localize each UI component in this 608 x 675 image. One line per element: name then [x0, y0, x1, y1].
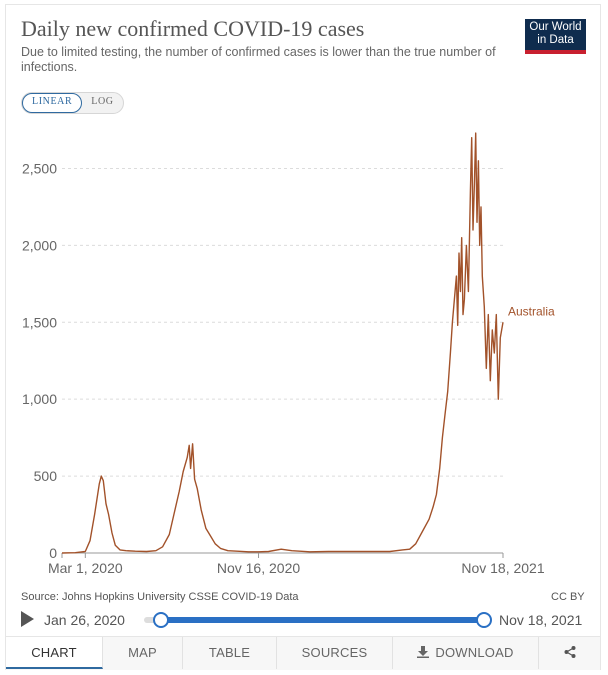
- chart-subtitle: Due to limited testing, the number of co…: [21, 45, 496, 74]
- timeline-end-handle[interactable]: [476, 612, 492, 628]
- chart-card: [5, 4, 601, 670]
- share-icon: [564, 646, 575, 658]
- timeline-end-date: Nov 18, 2021: [499, 612, 583, 628]
- series-layer: Australia: [61, 132, 555, 554]
- tab-map-label: MAP: [128, 645, 157, 660]
- series-label[interactable]: Australia: [508, 305, 555, 319]
- y-tick-label: 500: [34, 468, 58, 484]
- timeline-start-date: Jan 26, 2020: [44, 612, 125, 628]
- tab-download[interactable]: DOWNLOAD: [393, 637, 539, 669]
- play-icon[interactable]: [21, 611, 34, 627]
- y-tick-label: 2,500: [22, 160, 57, 176]
- share-button[interactable]: [539, 637, 600, 669]
- tab-table[interactable]: TABLE: [183, 637, 277, 669]
- y-axis: 0 500 1,000 1,500 2,000 2,500: [22, 160, 57, 561]
- y-tick-label: 1,000: [22, 391, 57, 407]
- license-link[interactable]: CC BY: [551, 591, 585, 603]
- x-axis: Mar 1, 2020 Nov 16, 2020 Nov 18, 2021: [48, 553, 545, 576]
- tab-sources-label: SOURCES: [301, 645, 368, 660]
- logo-line-2: in Data: [537, 34, 574, 46]
- x-tick-label: Nov 16, 2020: [217, 560, 300, 576]
- x-tick-label: Mar 1, 2020: [48, 560, 123, 576]
- tab-sources[interactable]: SOURCES: [277, 637, 393, 669]
- linear-scale-button[interactable]: LINEAR: [22, 93, 83, 113]
- chart-grid: [62, 167, 503, 554]
- tab-map[interactable]: MAP: [103, 637, 183, 669]
- scale-toggle: LINEAR LOG: [21, 92, 124, 114]
- y-tick-label: 2,000: [22, 237, 57, 253]
- source-note[interactable]: Source: Johns Hopkins University CSSE CO…: [21, 591, 299, 603]
- y-tick-label: 1,500: [22, 314, 57, 330]
- logo-line-1: Our World: [529, 21, 582, 33]
- tab-table-label: TABLE: [208, 645, 251, 660]
- owid-logo[interactable]: Our World in Data: [525, 19, 586, 54]
- tab-bar: CHART MAP TABLE SOURCES DOWNLOAD: [6, 636, 600, 670]
- timeline-range-fill: [160, 617, 483, 623]
- y-tick-label: 0: [49, 545, 57, 561]
- timeline-start-handle[interactable]: [153, 612, 169, 628]
- chart-title: Daily new confirmed COVID-19 cases: [21, 16, 365, 41]
- log-scale-button[interactable]: LOG: [91, 96, 114, 107]
- x-tick-label: Nov 18, 2021: [461, 560, 544, 576]
- download-icon: [417, 646, 430, 658]
- series-line-australia[interactable]: [61, 132, 504, 554]
- tab-chart[interactable]: CHART: [6, 637, 103, 669]
- tab-chart-label: CHART: [31, 645, 77, 660]
- tab-download-label: DOWNLOAD: [435, 645, 514, 660]
- line-chart: 0 500 1,000 1,500 2,000 2,500 Mar 1, 2020 Nov …: [22, 132, 555, 576]
